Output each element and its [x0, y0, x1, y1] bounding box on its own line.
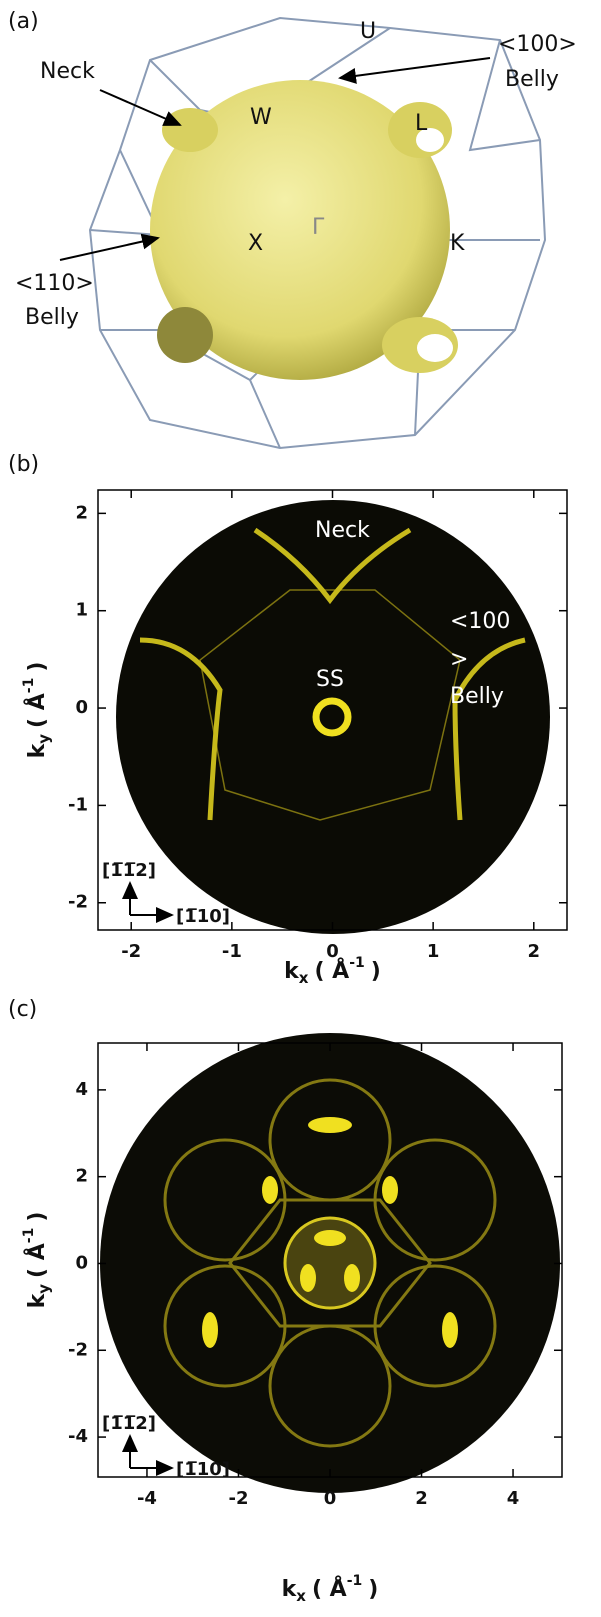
- panel-label: (c): [8, 997, 37, 1022]
- annotation: W: [250, 105, 272, 130]
- y-tick-label: -2: [68, 892, 88, 913]
- direction-label: [1̅10]: [176, 906, 230, 927]
- axis-label-part: -1: [21, 1228, 37, 1244]
- axis-label: kx ( Å-1): [282, 1573, 379, 1605]
- axis-label-part: ): [25, 662, 50, 672]
- arrow: [100, 90, 180, 125]
- x-tick-label: 2: [415, 1488, 428, 1509]
- arrow: [60, 238, 158, 260]
- annotation: Belly: [25, 305, 79, 330]
- y-tick-label: -4: [68, 1426, 88, 1447]
- annotation: <100: [450, 609, 510, 634]
- axis-label-part: ( Å: [312, 1576, 347, 1602]
- axis-label: kx ( Å-1): [284, 955, 381, 987]
- axis-label: ky ( Å-1): [21, 662, 53, 759]
- x-tick-label: -4: [137, 1488, 157, 1509]
- axis-label-part: k: [25, 1292, 50, 1308]
- arpes-map: [116, 500, 550, 934]
- y-tick-label: 4: [75, 1079, 88, 1100]
- annotation: X: [248, 231, 263, 256]
- annotation: Neck: [315, 518, 370, 543]
- y-tick-label: 0: [75, 1252, 88, 1273]
- annotation: U: [360, 19, 376, 44]
- annotation: Belly: [505, 67, 559, 92]
- axis-label-part: k: [282, 1577, 298, 1602]
- annotation: L: [415, 111, 428, 136]
- axis-label-part: ): [368, 1577, 378, 1602]
- axis-label-part: -1: [347, 1573, 363, 1589]
- annotation: SS: [316, 667, 344, 692]
- axis-label-part: x: [296, 1587, 306, 1605]
- y-tick-label: 2: [75, 1166, 88, 1187]
- direction-label: [1̅1̅2]: [102, 1413, 156, 1434]
- direction-label: [1̅1̅2]: [102, 860, 156, 881]
- axis-label-part: ): [25, 1212, 50, 1222]
- axis-label-part: y: [35, 734, 53, 744]
- annotation: >: [450, 647, 468, 672]
- axis-label-part: ( Å: [24, 693, 50, 728]
- arpes-map: [100, 1033, 560, 1493]
- axis-label-part: -1: [21, 678, 37, 694]
- arrow: [340, 58, 490, 78]
- x-tick-label: -2: [228, 1488, 248, 1509]
- annotation: Belly: [450, 684, 504, 709]
- axis-label: ky ( Å-1): [21, 1212, 53, 1309]
- annotation: <100>: [498, 32, 577, 57]
- y-tick-label: -1: [68, 794, 88, 815]
- annotation: K: [450, 231, 465, 256]
- annotation: <110>: [15, 271, 94, 296]
- axis-label-part: y: [35, 1284, 53, 1294]
- axis-label-part: x: [299, 969, 309, 987]
- y-tick-label: 1: [75, 600, 88, 621]
- axis-label-part: ( Å: [314, 958, 349, 984]
- x-tick-label: 1: [427, 941, 440, 962]
- x-tick-label: -2: [121, 941, 141, 962]
- fermi-surface: [150, 80, 458, 380]
- y-tick-label: 0: [75, 697, 88, 718]
- x-tick-label: -1: [222, 941, 242, 962]
- axis-label-part: ): [371, 959, 381, 984]
- annotation: Γ: [312, 215, 325, 240]
- x-tick-label: 2: [528, 941, 541, 962]
- axis-label-part: -1: [349, 955, 365, 971]
- figure: (a) Neck <100> Belly U W L X Γ K <110> B…: [0, 0, 601, 1617]
- panel-label: (b): [8, 452, 39, 477]
- x-tick-label: 0: [324, 1488, 337, 1509]
- x-tick-label: 4: [507, 1488, 520, 1509]
- y-tick-label: -2: [68, 1339, 88, 1360]
- direction-label: [1̅10]: [176, 1459, 230, 1480]
- axis-label-part: k: [25, 742, 50, 758]
- axis-label-part: ( Å: [24, 1243, 50, 1278]
- annotation: Neck: [40, 59, 95, 84]
- y-tick-label: 2: [75, 502, 88, 523]
- panel-label: (a): [8, 9, 39, 34]
- axis-label-part: k: [284, 959, 300, 984]
